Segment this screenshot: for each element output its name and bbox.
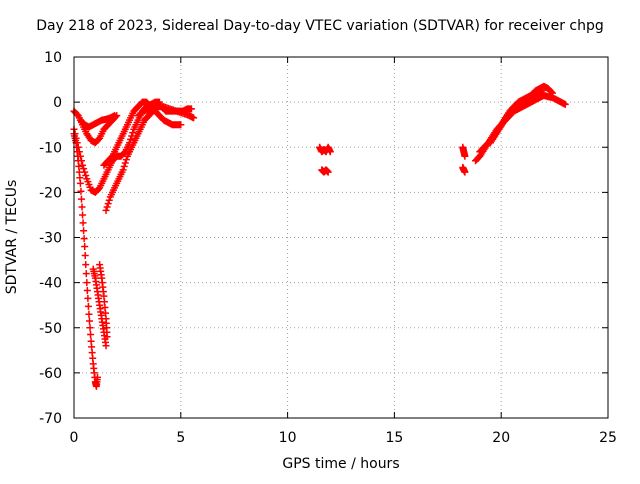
x-tick-label: 25 (599, 430, 617, 446)
data-point (102, 206, 110, 214)
data-point (79, 211, 87, 219)
data-point (538, 87, 546, 95)
data-point (79, 219, 87, 227)
data-point (190, 114, 198, 122)
data-point (81, 252, 89, 260)
data-point (121, 159, 129, 167)
data-point (77, 195, 85, 203)
data-point (71, 130, 79, 138)
data-point (74, 143, 82, 151)
data-point (461, 168, 469, 176)
y-axis-label: SDTVAR / TECUs (4, 179, 20, 295)
series-arc-small-5 (76, 112, 119, 131)
data-point (80, 165, 88, 173)
data-point (85, 310, 93, 318)
data-point (177, 121, 185, 129)
data-point (326, 148, 334, 156)
data-point (82, 261, 90, 269)
data-point (105, 196, 113, 204)
data-point (76, 152, 84, 160)
data-point (77, 187, 85, 195)
data-point (73, 139, 81, 147)
y-tick-label: -60 (39, 366, 62, 382)
data-point (83, 279, 91, 287)
y-tick-label: -20 (39, 185, 62, 201)
data-point (84, 302, 92, 310)
data-point (111, 112, 119, 120)
y-tick-label: -70 (39, 411, 62, 427)
y-tick-label: -40 (39, 276, 62, 292)
data-point (122, 156, 130, 164)
series-cluster-18h-a (459, 143, 469, 160)
data-point (80, 227, 88, 235)
data-point (80, 235, 88, 243)
x-tick-label: 15 (385, 430, 403, 446)
data-point (548, 89, 556, 97)
x-tick-label: 10 (279, 430, 297, 446)
series-cluster-12h-a (316, 143, 334, 156)
y-tick-label: -10 (39, 140, 62, 156)
data-point (103, 333, 111, 341)
data-point (82, 171, 90, 179)
data-point (119, 166, 127, 174)
data-point (461, 152, 469, 160)
data-point (79, 161, 87, 169)
series-arc-mid-13 (100, 98, 185, 169)
data-point (83, 287, 91, 295)
y-tick-label: -30 (39, 231, 62, 247)
data-point (76, 179, 84, 187)
series-cluster-12h-b (318, 166, 332, 176)
data-point (104, 200, 112, 208)
data-point (75, 148, 83, 156)
data-point (324, 168, 332, 176)
series-cluster-18h-b (459, 164, 469, 176)
plot-frame (73, 56, 609, 419)
data-point (78, 203, 86, 211)
data-point (102, 342, 110, 350)
chart-title: Day 218 of 2023, Sidereal Day-to-day VTE… (36, 18, 604, 34)
data-point (87, 331, 95, 339)
series-arc-shallow-3 (134, 103, 198, 122)
data-point (187, 105, 195, 113)
data-point (547, 88, 555, 96)
series-arc-drop-3 (96, 261, 111, 341)
data-point (120, 162, 128, 170)
data-point (561, 100, 569, 108)
data-point (84, 294, 92, 302)
data-point (77, 157, 85, 165)
x-axis-label: GPS time / hours (282, 456, 400, 472)
y-tick-label: 0 (53, 95, 62, 111)
series-arc-late-3 (487, 87, 546, 147)
data-point (103, 203, 111, 211)
data-point (129, 129, 137, 137)
x-tick-label: 5 (176, 430, 185, 446)
y-tick-label: -50 (39, 321, 62, 337)
y-tick-label: 10 (44, 50, 62, 66)
data-point (81, 168, 89, 176)
data-point (93, 373, 101, 381)
data-point (85, 317, 93, 325)
x-tick-label: 0 (70, 430, 79, 446)
data-point (86, 324, 94, 332)
data-point (127, 135, 135, 143)
data-layer (70, 82, 569, 390)
data-point (82, 270, 90, 278)
x-tick-label: 20 (492, 430, 510, 446)
tick-layer: 0 5 10 15 20 25 10 0 -10 -20 -30 -40 -50 -60 -70 (39, 50, 617, 446)
data-point (81, 243, 89, 251)
